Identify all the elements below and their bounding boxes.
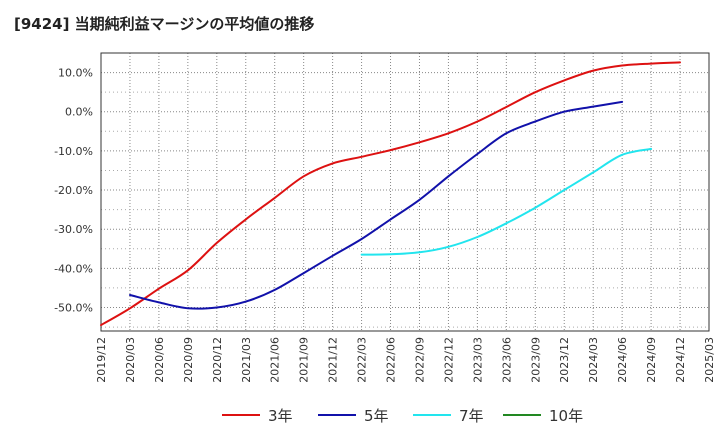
- x-tick-label: 2021/09: [298, 337, 311, 383]
- legend-item-3yr: 3年: [222, 403, 293, 427]
- x-tick-label: 2020/03: [124, 337, 137, 383]
- legend-item-5yr: 5年: [318, 403, 389, 427]
- y-tick-label: -10.0%: [54, 145, 93, 158]
- y-tick-label: -30.0%: [54, 223, 93, 236]
- x-tick-label: 2023/06: [500, 337, 513, 383]
- grid: [101, 52, 709, 331]
- plot-area: [100, 52, 710, 332]
- legend-swatch: [503, 414, 541, 416]
- legend-item-7yr: 7年: [413, 403, 484, 427]
- y-tick-label: -50.0%: [54, 302, 93, 315]
- x-tick-label: 2024/09: [645, 337, 658, 383]
- chart-title: [9424] 当期純利益マージンの平均値の推移: [14, 15, 315, 33]
- y-axis-tick-labels: 10.0% 0.0% -10.0% -20.0% -30.0% -40.0% -50.0%: [54, 67, 93, 315]
- x-tick-label: 2020/06: [153, 337, 166, 383]
- legend-label: 7年: [459, 406, 484, 425]
- y-tick-label: -40.0%: [54, 262, 93, 275]
- series-line: [360, 147, 653, 256]
- x-tick-label: 2021/12: [327, 337, 340, 383]
- x-tick-label: 2022/06: [385, 337, 398, 383]
- x-tick-label: 2023/03: [471, 337, 484, 383]
- legend-label: 5年: [364, 406, 389, 425]
- x-tick-label: 2024/12: [674, 337, 687, 383]
- y-tick-label: 10.0%: [58, 67, 93, 80]
- x-axis-tick-labels: 2019/12 2020/03 2020/06 2020/09 2020/12 2021/…: [95, 337, 716, 383]
- legend: 3年 5年 7年 10年: [0, 403, 720, 427]
- legend-swatch: [222, 414, 260, 416]
- legend-label: 3年: [268, 406, 293, 425]
- x-tick-label: 2024/06: [616, 337, 629, 383]
- x-tick-label: 2019/12: [95, 337, 108, 383]
- x-tick-label: 2022/12: [442, 337, 455, 383]
- series-line: [100, 61, 681, 327]
- legend-label: 10年: [549, 406, 584, 425]
- line-chart: 10.0%0.0%-10.0%-20.0%-30.0%-40.0%-50.0% …: [54, 52, 716, 383]
- x-tick-label: 2022/03: [356, 337, 369, 383]
- y-tick-label: 0.0%: [65, 106, 93, 119]
- x-tick-label: 2025/03: [703, 337, 716, 383]
- x-tick-label: 2021/06: [269, 337, 282, 383]
- x-tick-label: 2020/12: [211, 337, 224, 383]
- legend-swatch: [413, 414, 451, 416]
- series-lines: [100, 61, 681, 327]
- y-tick-label: -20.0%: [54, 184, 93, 197]
- legend-item-10yr: 10年: [503, 403, 583, 427]
- x-tick-label: 2021/03: [240, 337, 253, 383]
- x-tick-label: 2022/09: [413, 337, 426, 383]
- x-tick-label: 2024/03: [587, 337, 600, 383]
- x-tick-label: 2023/12: [558, 337, 571, 383]
- legend-swatch: [318, 414, 356, 416]
- x-tick-label: 2020/09: [182, 337, 195, 383]
- series-line: [129, 100, 624, 310]
- x-tick-label: 2023/09: [529, 337, 542, 383]
